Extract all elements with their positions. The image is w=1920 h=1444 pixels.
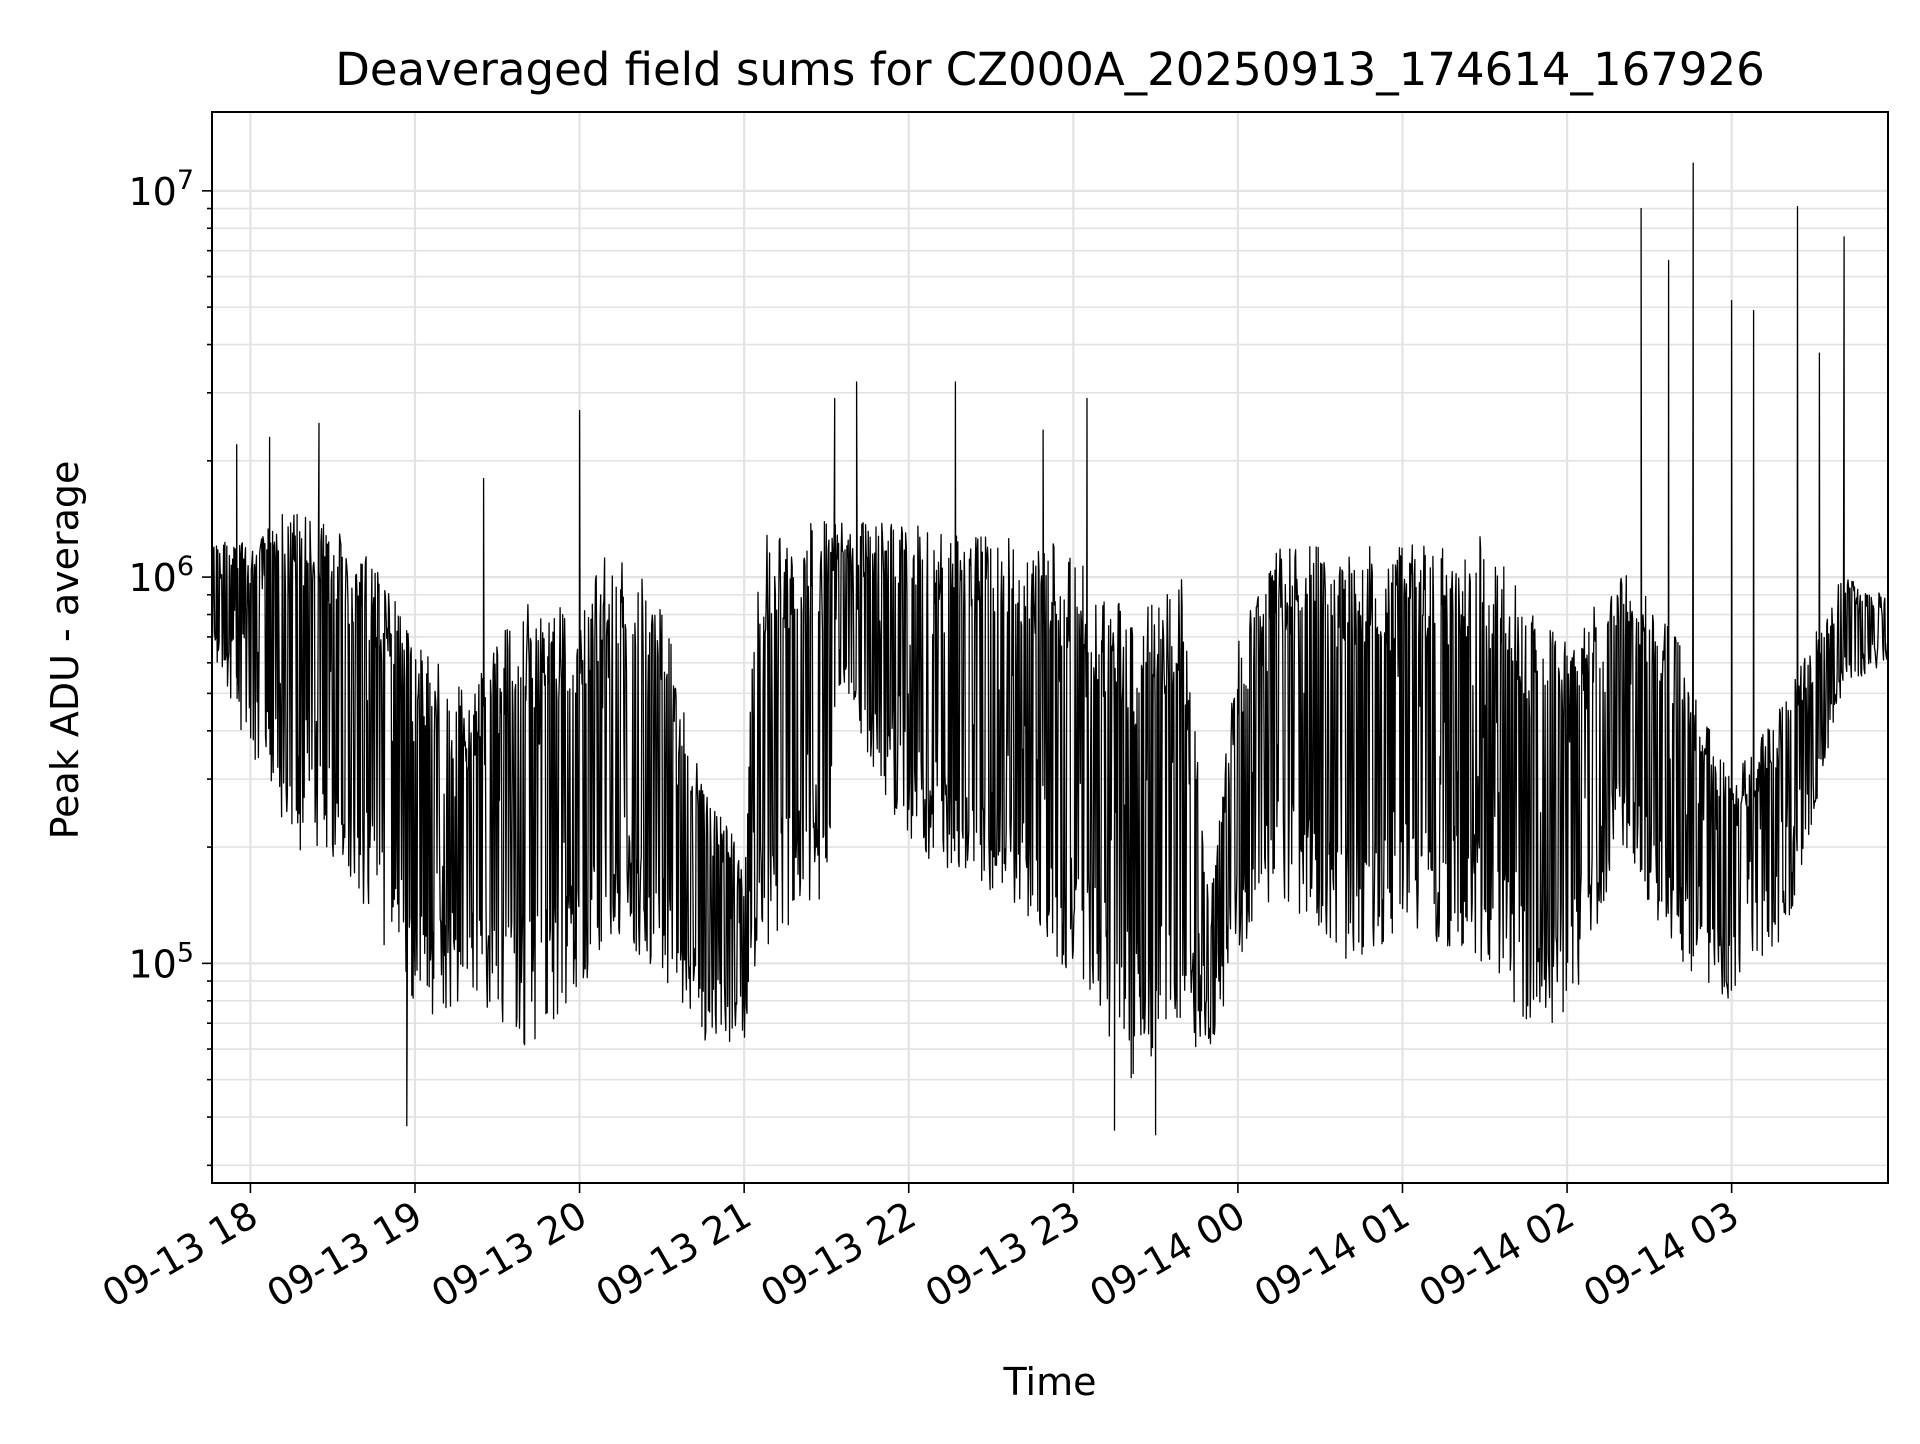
x-axis-label: Time — [1003, 1360, 1097, 1404]
plot-frame — [211, 111, 1889, 1184]
y-tick-label: 107 — [128, 165, 194, 214]
y-axis-label: Peak ADU - average — [43, 461, 87, 840]
chart-title: Deaveraged field sums for CZ000A_2025091… — [335, 43, 1765, 96]
y-tick-label: 106 — [128, 551, 194, 600]
series-path — [211, 162, 1889, 1136]
series-line — [211, 162, 1889, 1136]
y-tick-label: 105 — [128, 937, 194, 986]
